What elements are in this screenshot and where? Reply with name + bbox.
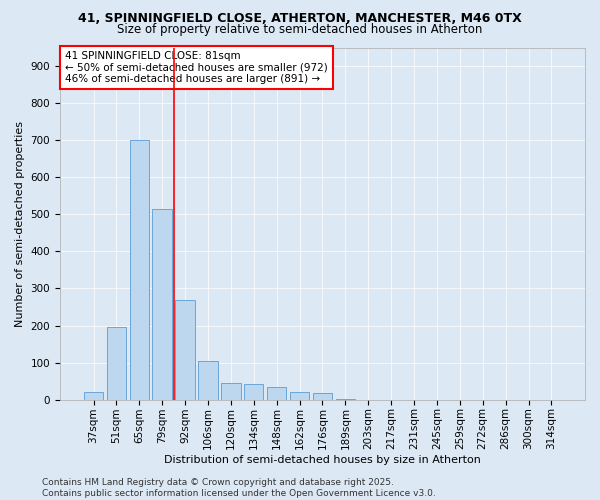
Bar [313,393,332,400]
Bar [244,384,263,400]
Bar [84,392,103,400]
Text: Size of property relative to semi-detached houses in Atherton: Size of property relative to semi-detach… [118,22,482,36]
Y-axis label: Number of semi-detached properties: Number of semi-detached properties [15,120,25,326]
Bar [175,300,195,400]
Text: 41 SPINNINGFIELD CLOSE: 81sqm
← 50% of semi-detached houses are smaller (972)
46: 41 SPINNINGFIELD CLOSE: 81sqm ← 50% of s… [65,51,328,84]
Bar [335,398,355,400]
Bar [221,383,241,400]
Bar [290,392,309,400]
Bar [152,209,172,400]
Bar [107,326,126,400]
Bar [198,361,218,400]
Bar [130,140,149,400]
Bar [267,386,286,400]
Text: Contains HM Land Registry data © Crown copyright and database right 2025.
Contai: Contains HM Land Registry data © Crown c… [42,478,436,498]
X-axis label: Distribution of semi-detached houses by size in Atherton: Distribution of semi-detached houses by … [164,455,481,465]
Text: 41, SPINNINGFIELD CLOSE, ATHERTON, MANCHESTER, M46 0TX: 41, SPINNINGFIELD CLOSE, ATHERTON, MANCH… [78,12,522,26]
